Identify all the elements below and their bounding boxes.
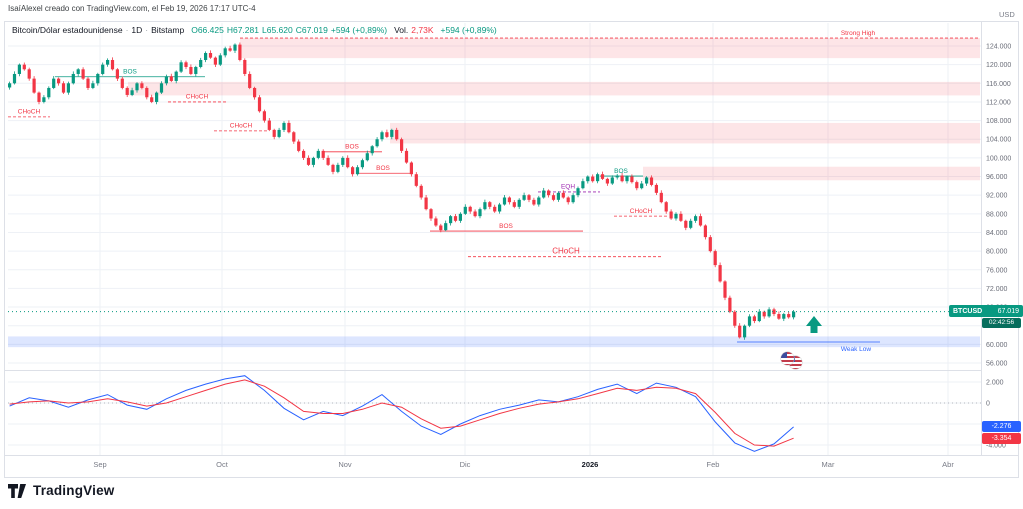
svg-text:Strong High: Strong High	[841, 30, 876, 37]
oscillator-value-badge-blue: -2.276	[982, 421, 1021, 432]
svg-text:Nov: Nov	[338, 460, 352, 469]
countdown-badge: 02:42:56	[982, 318, 1021, 328]
change-value: +594 (+0,89%)	[330, 25, 388, 35]
svg-text:116.000: 116.000	[986, 81, 1011, 88]
badge-price-text: 67.019	[997, 307, 1019, 315]
symbol-price-badge: BTCUSD 67.019	[949, 305, 1023, 317]
svg-text:0: 0	[986, 401, 990, 408]
svg-text:124.000: 124.000	[986, 44, 1011, 51]
svg-text:104.000: 104.000	[986, 137, 1011, 144]
svg-text:88.000: 88.000	[986, 211, 1008, 218]
interval-label[interactable]: 1D	[131, 25, 143, 35]
svg-text:Weak Low: Weak Low	[841, 346, 872, 353]
tradingview-logo-icon	[8, 483, 26, 498]
supply-demand-zones[interactable]	[8, 38, 980, 348]
svg-text:BOS: BOS	[499, 223, 513, 230]
svg-text:96.000: 96.000	[986, 174, 1008, 181]
volume-value: 2,73K	[411, 25, 434, 35]
close-value: C67.019	[295, 25, 328, 35]
svg-text:CHoCH: CHoCH	[18, 109, 41, 116]
svg-text:80.000: 80.000	[986, 249, 1008, 256]
candlesticks[interactable]	[8, 42, 796, 340]
time-axis-labels[interactable]: Sep Oct Nov Dic 2026 Feb Mar Abr	[93, 460, 954, 469]
svg-text:92.000: 92.000	[986, 193, 1008, 200]
volume-label: Vol.	[394, 25, 409, 35]
low-value: L65.620	[261, 25, 293, 35]
svg-text:CHoCH: CHoCH	[230, 123, 253, 130]
change-value-2: +594 (+0,89%)	[440, 25, 497, 35]
legend-separator-2: ·	[145, 25, 149, 35]
legend-separator: ·	[125, 25, 129, 35]
grid-lines	[8, 23, 981, 455]
attribution-text: IsaíAlexel creado con TradingView.com, e…	[8, 4, 256, 13]
badge-symbol-text: BTCUSD	[953, 307, 983, 315]
svg-text:Dic: Dic	[460, 460, 471, 469]
oscillator-value-badge-red: -3.354	[982, 433, 1021, 444]
svg-text:BOS: BOS	[123, 69, 137, 76]
symbol-title[interactable]: Bitcoin/Dólar estadounidense	[12, 25, 123, 35]
svg-text:76.000: 76.000	[986, 267, 1008, 274]
price-axis-labels[interactable]: 124.000 120.000 116.000 112.000 108.000 104.0…	[986, 44, 1011, 450]
up-arrow-drawing[interactable]	[806, 316, 822, 333]
tradingview-wordmark: TradingView	[33, 483, 115, 498]
svg-text:108.000: 108.000	[986, 118, 1011, 125]
svg-text:CHoCH: CHoCH	[186, 94, 209, 101]
svg-text:Mar: Mar	[822, 460, 835, 469]
tradingview-attribution[interactable]: TradingView	[8, 483, 114, 498]
structure-annotations[interactable]: BOS CHoCH CHoCH CHoCH BOS BOS BOS CHoCH BOS CHoCH…	[8, 30, 980, 353]
chart-frame	[4, 21, 1019, 478]
svg-text:Oct: Oct	[216, 460, 229, 469]
svg-text:BOS: BOS	[376, 165, 390, 172]
svg-text:EQH: EQH	[561, 184, 575, 191]
event-flag-icon[interactable]	[781, 352, 794, 365]
svg-text:120.000: 120.000	[986, 62, 1011, 69]
svg-text:60.000: 60.000	[986, 342, 1008, 349]
flag-canton	[781, 352, 787, 358]
svg-text:CHoCH: CHoCH	[630, 208, 653, 215]
svg-text:72.000: 72.000	[986, 286, 1008, 293]
open-value: O66.425	[191, 25, 224, 35]
oscillator-lines[interactable]	[9, 375, 794, 452]
chart-legend: Bitcoin/Dólar estadounidense · 1D · Bits…	[12, 25, 497, 35]
svg-text:2026: 2026	[582, 460, 599, 469]
svg-text:Abr: Abr	[942, 460, 954, 469]
svg-text:CHoCH: CHoCH	[552, 247, 580, 256]
currency-label: USD	[999, 10, 1015, 19]
svg-text:84.000: 84.000	[986, 230, 1008, 237]
exchange-label[interactable]: Bitstamp	[151, 25, 185, 35]
svg-text:-4.000: -4.000	[986, 443, 1006, 450]
svg-text:112.000: 112.000	[986, 99, 1011, 106]
svg-text:100.000: 100.000	[986, 155, 1011, 162]
svg-text:56.000: 56.000	[986, 361, 1008, 368]
svg-text:2.000: 2.000	[986, 380, 1004, 387]
svg-text:BOS: BOS	[614, 168, 628, 175]
high-value: H67.281	[226, 25, 259, 35]
svg-text:BOS: BOS	[345, 144, 359, 151]
svg-text:Sep: Sep	[93, 460, 106, 469]
svg-text:Feb: Feb	[707, 460, 720, 469]
